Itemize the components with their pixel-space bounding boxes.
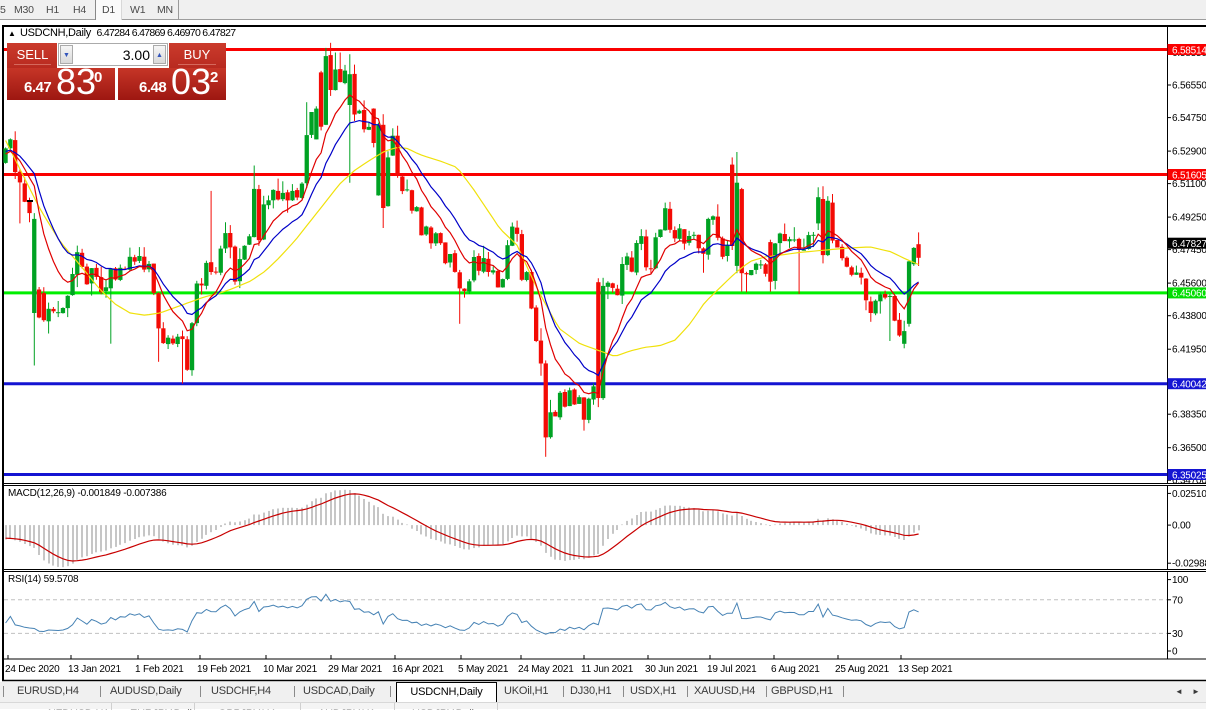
- svg-text:6.40042: 6.40042: [1172, 380, 1206, 391]
- svg-text:6.36500: 6.36500: [1172, 443, 1206, 454]
- svg-text:6.43800: 6.43800: [1172, 311, 1206, 322]
- svg-text:19 Jul 2021: 19 Jul 2021: [707, 664, 757, 675]
- svg-text:6 Aug 2021: 6 Aug 2021: [771, 664, 820, 675]
- svg-text:6.56550: 6.56550: [1172, 81, 1206, 92]
- svg-text:13 Sep 2021: 13 Sep 2021: [898, 664, 953, 675]
- svg-text:24 Dec 2020: 24 Dec 2020: [5, 664, 60, 675]
- svg-text:70: 70: [1172, 595, 1183, 606]
- svg-text:-0.029885: -0.029885: [1172, 559, 1206, 570]
- svg-text:6.45060: 6.45060: [1172, 289, 1206, 300]
- svg-text:16 Apr 2021: 16 Apr 2021: [392, 664, 444, 675]
- svg-text:6.35025: 6.35025: [1172, 470, 1206, 481]
- svg-text:30: 30: [1172, 629, 1183, 640]
- svg-text:6.38350: 6.38350: [1172, 410, 1206, 421]
- svg-text:10 Mar 2021: 10 Mar 2021: [263, 664, 318, 675]
- svg-text:6.41950: 6.41950: [1172, 345, 1206, 356]
- svg-text:6.58514: 6.58514: [1172, 45, 1206, 56]
- svg-text:0.025108: 0.025108: [1172, 489, 1206, 500]
- svg-text:11 Jun 2021: 11 Jun 2021: [581, 664, 634, 675]
- svg-text:6.52900: 6.52900: [1172, 147, 1206, 158]
- svg-text:24 May 2021: 24 May 2021: [518, 664, 574, 675]
- svg-text:6.54750: 6.54750: [1172, 113, 1206, 124]
- svg-text:25 Aug 2021: 25 Aug 2021: [835, 664, 890, 675]
- svg-text:100: 100: [1172, 575, 1189, 586]
- svg-text:6.49250: 6.49250: [1172, 213, 1206, 224]
- svg-text:0: 0: [1172, 647, 1178, 658]
- svg-text:0.00: 0.00: [1172, 521, 1191, 532]
- svg-text:29 Mar 2021: 29 Mar 2021: [328, 664, 383, 675]
- svg-text:6.47827: 6.47827: [1172, 239, 1206, 250]
- svg-text:6.51605: 6.51605: [1172, 170, 1206, 181]
- svg-text:13 Jan 2021: 13 Jan 2021: [68, 664, 121, 675]
- svg-text:30 Jun 2021: 30 Jun 2021: [645, 664, 698, 675]
- svg-text:1 Feb 2021: 1 Feb 2021: [135, 664, 184, 675]
- svg-text:5 May 2021: 5 May 2021: [458, 664, 509, 675]
- svg-text:19 Feb 2021: 19 Feb 2021: [197, 664, 252, 675]
